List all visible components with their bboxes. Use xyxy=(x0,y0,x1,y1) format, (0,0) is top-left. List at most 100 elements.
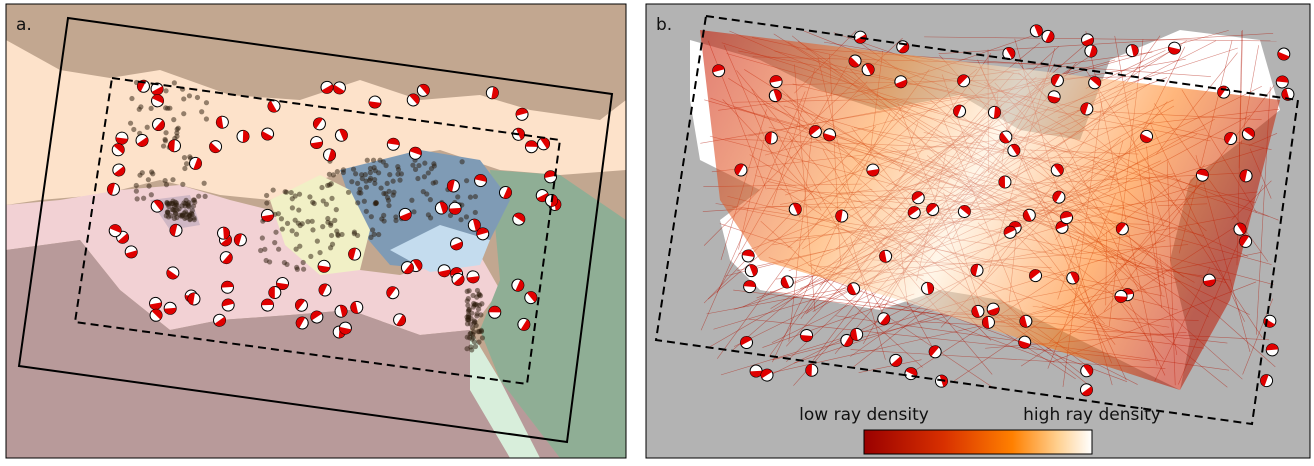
earthquake xyxy=(422,161,427,166)
earthquake xyxy=(128,121,133,126)
earthquake xyxy=(192,217,197,222)
earthquake xyxy=(465,321,470,326)
earthquake xyxy=(393,218,398,223)
earthquake xyxy=(355,200,360,205)
earthquake xyxy=(199,109,204,114)
earthquake xyxy=(176,126,181,131)
earthquake xyxy=(355,181,360,186)
earthquake xyxy=(131,127,136,132)
earthquake xyxy=(271,187,276,192)
earthquake xyxy=(315,239,320,244)
earthquake xyxy=(475,288,480,293)
earthquake xyxy=(409,198,414,203)
earthquake xyxy=(204,116,209,121)
earthquake xyxy=(187,93,192,98)
earthquake xyxy=(349,179,354,184)
earthquake xyxy=(204,100,209,105)
earthquake xyxy=(163,88,168,93)
earthquake xyxy=(464,214,469,219)
focal-mechanism xyxy=(449,202,462,215)
earthquake xyxy=(367,178,372,183)
earthquake xyxy=(301,267,306,272)
earthquake xyxy=(363,172,368,177)
earthquake xyxy=(325,183,330,188)
earthquake xyxy=(181,96,186,101)
earthquake xyxy=(129,96,134,101)
earthquake xyxy=(365,158,370,163)
focal-mechanism xyxy=(525,141,537,153)
earthquake xyxy=(378,185,383,190)
earthquake xyxy=(391,190,396,195)
earthquake xyxy=(339,232,344,237)
earthquake xyxy=(479,301,484,306)
earthquake xyxy=(395,172,400,177)
colorbar-high-label: high ray density xyxy=(1023,405,1161,425)
earthquake xyxy=(294,232,299,237)
earthquake xyxy=(473,194,478,199)
earthquake xyxy=(182,155,187,160)
focal-mechanism xyxy=(261,299,273,311)
earthquake xyxy=(307,194,312,199)
earthquake xyxy=(473,210,478,215)
earthquake xyxy=(468,195,473,200)
earthquake xyxy=(289,190,294,195)
earthquake xyxy=(174,134,179,139)
earthquake xyxy=(421,189,426,194)
earthquake xyxy=(290,205,295,210)
earthquake xyxy=(357,190,362,195)
focal-mechanism xyxy=(489,306,501,318)
earthquake xyxy=(455,194,460,199)
focal-mechanism xyxy=(269,287,281,299)
earthquake xyxy=(429,166,434,171)
earthquake xyxy=(320,224,325,229)
earthquake xyxy=(332,218,337,223)
earthquake xyxy=(329,233,334,238)
earthquake xyxy=(468,331,473,336)
earthquake xyxy=(279,216,284,221)
earthquake xyxy=(293,218,298,223)
earthquake xyxy=(355,233,360,238)
earthquake xyxy=(431,161,436,166)
earthquake xyxy=(172,80,177,85)
earthquake xyxy=(195,95,200,100)
panel-a xyxy=(6,4,626,458)
earthquake xyxy=(182,166,187,171)
earthquake xyxy=(364,209,369,214)
earthquake xyxy=(146,177,151,182)
earthquake xyxy=(264,200,269,205)
earthquake xyxy=(464,178,469,183)
earthquake xyxy=(282,260,287,265)
earthquake xyxy=(386,203,391,208)
earthquake xyxy=(164,182,169,187)
earthquake xyxy=(372,232,377,237)
earthquake xyxy=(163,130,168,135)
earthquake xyxy=(285,221,290,226)
earthquake xyxy=(341,170,346,175)
earthquake xyxy=(301,260,306,265)
earthquake xyxy=(161,143,166,148)
focal-mechanism xyxy=(237,130,249,142)
earthquake xyxy=(290,228,295,233)
earthquake xyxy=(146,183,151,188)
earthquake xyxy=(276,247,281,252)
focal-mechanism xyxy=(1266,343,1279,356)
earthquake xyxy=(145,125,150,130)
earthquake xyxy=(476,329,481,334)
earthquake xyxy=(370,227,375,232)
earthquake xyxy=(373,168,378,173)
earthquake xyxy=(141,196,146,201)
earthquake xyxy=(383,191,388,196)
focal-mechanism xyxy=(168,139,181,152)
panel-b xyxy=(646,4,1310,458)
earthquake xyxy=(170,177,175,182)
focal-mechanism xyxy=(800,329,813,342)
earthquake xyxy=(381,159,386,164)
earthquake xyxy=(416,163,421,168)
earthquake xyxy=(387,172,392,177)
earthquake xyxy=(272,240,277,245)
earthquake xyxy=(186,200,191,205)
earthquake xyxy=(310,227,315,232)
earthquake xyxy=(433,180,438,185)
earthquake xyxy=(262,247,267,252)
earthquake xyxy=(297,244,302,249)
